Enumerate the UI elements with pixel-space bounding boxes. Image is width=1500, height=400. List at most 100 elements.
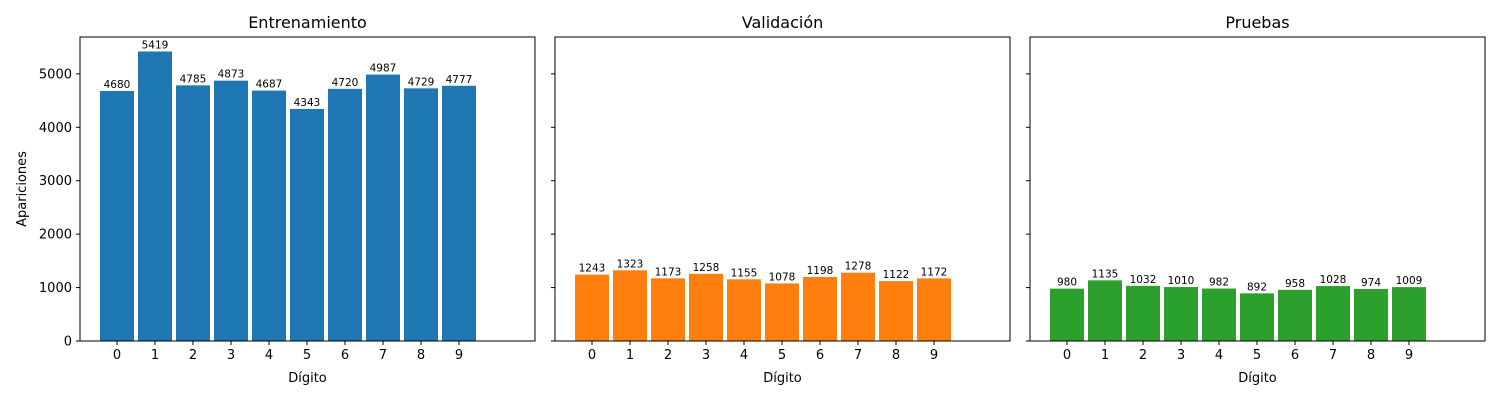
bar (917, 278, 951, 341)
bar (366, 74, 400, 341)
bar (765, 283, 799, 341)
bar (214, 80, 248, 342)
panel-title: Entrenamiento (248, 13, 367, 32)
x-tick-label: 3 (1177, 348, 1185, 363)
x-tick-label: 2 (664, 348, 672, 363)
bar (1392, 287, 1426, 341)
bar-value-label: 974 (1361, 277, 1381, 289)
bar-value-label: 4729 (408, 76, 435, 88)
bar-value-label: 980 (1057, 277, 1077, 289)
bar (252, 90, 286, 341)
bar-value-label: 1155 (731, 267, 758, 279)
bar-value-label: 1135 (1092, 268, 1119, 280)
x-axis-label: Dígito (1238, 371, 1277, 386)
x-tick-label: 9 (930, 348, 938, 363)
y-tick-label: 5000 (39, 67, 72, 82)
bar-value-label: 1032 (1130, 274, 1157, 286)
bar (1050, 288, 1084, 341)
bar-value-label: 4987 (370, 63, 397, 75)
bar-value-label: 1010 (1168, 275, 1195, 287)
bar-value-label: 958 (1285, 278, 1305, 290)
bar-value-label: 1122 (883, 269, 910, 281)
bar (727, 279, 761, 341)
bar-value-label: 1278 (845, 261, 872, 273)
x-tick-label: 5 (1253, 348, 1261, 363)
x-tick-label: 9 (1405, 348, 1413, 363)
bar (613, 270, 647, 341)
x-tick-label: 9 (455, 348, 463, 363)
bar-value-label: 4680 (104, 79, 131, 91)
bar (442, 85, 476, 341)
x-tick-label: 6 (1291, 348, 1299, 363)
bar (1240, 293, 1274, 341)
x-axis-label: Dígito (763, 371, 802, 386)
bar-value-label: 982 (1209, 277, 1229, 289)
bar (1278, 289, 1312, 341)
x-tick-label: 5 (778, 348, 786, 363)
x-tick-label: 7 (854, 348, 862, 363)
x-tick-label: 4 (265, 348, 273, 363)
x-tick-label: 1 (1101, 348, 1109, 363)
x-tick-label: 6 (816, 348, 824, 363)
x-tick-label: 4 (740, 348, 748, 363)
y-tick-label: 1000 (39, 281, 72, 296)
bar (290, 108, 324, 341)
bar-value-label: 1198 (807, 265, 834, 277)
y-axis-label: Apariciones (15, 151, 30, 227)
bar (1316, 286, 1350, 341)
bar (404, 88, 438, 341)
x-tick-label: 5 (303, 348, 311, 363)
bar (1354, 288, 1388, 341)
x-tick-label: 0 (1063, 348, 1071, 363)
bar-value-label: 5419 (142, 39, 169, 51)
x-tick-label: 6 (341, 348, 349, 363)
x-tick-label: 1 (626, 348, 634, 363)
bar (1202, 288, 1236, 341)
x-tick-label: 7 (379, 348, 387, 363)
bar (100, 90, 134, 341)
bar-value-label: 4873 (218, 69, 245, 81)
bar-value-label: 4720 (332, 77, 359, 89)
y-tick-label: 2000 (39, 228, 72, 243)
panel-training: Entrenamiento Dígito Apariciones 4680541… (15, 13, 536, 386)
bar-value-label: 892 (1247, 281, 1267, 293)
x-tick-label: 2 (1139, 348, 1147, 363)
x-tick-label: 3 (227, 348, 235, 363)
x-tick-label: 0 (588, 348, 596, 363)
x-tick-label: 0 (113, 348, 121, 363)
panel-title: Validación (742, 13, 824, 32)
bar (575, 274, 609, 341)
x-tick-label: 8 (417, 348, 425, 363)
bar (803, 276, 837, 341)
bar-value-label: 4785 (180, 73, 207, 85)
x-tick-label: 2 (189, 348, 197, 363)
x-tick-label: 8 (1367, 348, 1375, 363)
x-tick-label: 3 (702, 348, 710, 363)
bar (1164, 287, 1198, 341)
y-tick-label: 4000 (39, 121, 72, 136)
bar (689, 273, 723, 341)
bar-value-label: 1323 (617, 258, 644, 270)
y-tick-label: 3000 (39, 174, 72, 189)
bar (328, 88, 362, 341)
bar-value-label: 1078 (769, 271, 796, 283)
bar (176, 85, 210, 342)
bar-value-label: 1258 (693, 262, 720, 274)
bar (651, 278, 685, 341)
bar (841, 272, 875, 341)
bar-value-label: 4343 (294, 97, 321, 109)
bar-value-label: 1172 (921, 266, 948, 278)
bar-value-label: 1243 (579, 263, 606, 275)
bar-value-label: 4687 (256, 79, 283, 91)
bar (138, 51, 172, 341)
bar (1126, 285, 1160, 341)
x-axis-label: Dígito (288, 371, 327, 386)
x-tick-label: 1 (151, 348, 159, 363)
x-tick-label: 8 (892, 348, 900, 363)
panel-title: Pruebas (1225, 13, 1289, 32)
x-tick-label: 4 (1215, 348, 1223, 363)
bar-value-label: 1009 (1396, 275, 1423, 287)
